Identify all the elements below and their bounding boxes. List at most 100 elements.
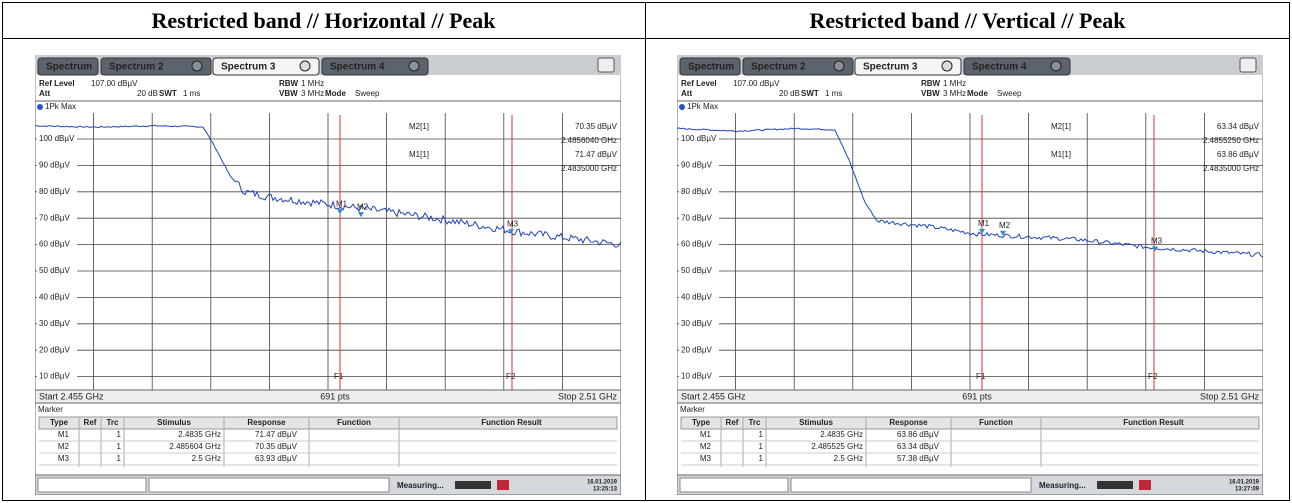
tab[interactable] [679, 57, 741, 76]
marker-label: M1 [978, 219, 990, 228]
y-axis-label: 10 dBµV [39, 372, 71, 381]
table-cell: 2.485525 GHz [811, 442, 863, 451]
table-cell: M1 [700, 430, 712, 439]
label-bg [679, 213, 719, 224]
y-axis-label: 10 dBµV [681, 372, 713, 381]
analyzer-screenshot: Spectrum Spectrum 2 Spectrum 3 Spectrum 4 Re… [35, 55, 621, 495]
marker-info-level: 63.34 dBµV [1217, 122, 1260, 131]
tab[interactable] [854, 57, 962, 76]
marker-info-level: 70.35 dBµV [575, 122, 618, 131]
table-column-header: Trc [106, 418, 119, 427]
trace-dot [37, 104, 43, 110]
setting-value: 3 MHz [301, 89, 324, 98]
marker-symbol [508, 229, 514, 235]
marker-symbol [358, 212, 364, 218]
tab[interactable] [963, 57, 1071, 76]
label-bg [679, 160, 719, 171]
setting-label: RBW [921, 79, 941, 88]
frequency-line-label: F2 [506, 372, 516, 381]
marker-info-freq: 2.4835000 GHz [1203, 164, 1259, 173]
points-label: 691 pts [320, 391, 350, 401]
marker-table [35, 402, 621, 476]
status-field [37, 477, 147, 493]
tab-close [191, 60, 203, 72]
points-label: 691 pts [962, 391, 992, 401]
marker-label: M3 [1151, 237, 1163, 246]
setting-value: 3 MHz [943, 89, 966, 98]
setting-label: Att [39, 89, 50, 98]
marker-table-title: Marker [680, 405, 705, 414]
label-bg [679, 318, 719, 329]
y-axis-label: 60 dBµV [39, 240, 71, 249]
setting-label: RBW [279, 79, 299, 88]
label-bg [679, 345, 719, 356]
setting-label: VBW [279, 89, 298, 98]
tab[interactable] [100, 57, 212, 76]
trace [677, 127, 1263, 258]
menu-icon [1239, 57, 1257, 73]
table-cell: 1 [117, 442, 122, 451]
table-column-header: Ref [726, 418, 739, 427]
marker-symbol [1152, 246, 1158, 252]
label-bg [679, 239, 719, 250]
time: 13:25:13 [593, 487, 618, 493]
y-axis-label: 70 dBµV [681, 213, 713, 222]
marker-label: M3 [507, 219, 519, 228]
marker-info-level: 63.86 dBµV [1217, 150, 1260, 159]
trace-dot [679, 104, 685, 110]
tab[interactable] [212, 57, 320, 76]
tab-close [1050, 60, 1062, 72]
table-cell: 1 [117, 430, 122, 439]
tab-label: Spectrum 3 [221, 62, 276, 73]
table-column-header: Response [247, 418, 286, 427]
label-bg [679, 186, 719, 197]
y-axis-label: 90 dBµV [681, 161, 713, 170]
setting-value: 1 ms [183, 89, 200, 98]
table-cell: 1 [117, 454, 122, 463]
table-cell: 2.5 GHz [192, 454, 221, 463]
table-header [680, 416, 1260, 430]
table-cell: 63.93 dBµV [255, 454, 298, 463]
start-label: Start 2.455 GHz [681, 391, 746, 401]
y-axis-label: 40 dBµV [681, 293, 713, 302]
marker-symbol [1000, 230, 1006, 236]
tab-close [833, 60, 845, 72]
status-indicator [497, 480, 509, 490]
tab-label: Spectrum 2 [751, 62, 806, 73]
y-axis-label: 80 dBµV [681, 187, 713, 196]
table-column-header: Stimulus [157, 418, 191, 427]
label-bg [37, 371, 77, 382]
marker-symbol [337, 209, 343, 215]
table-cell: M3 [58, 454, 70, 463]
table-column-header: Function [979, 418, 1013, 427]
column-header: Restricted band // Vertical // Peak [809, 8, 1126, 33]
label-bg [37, 160, 77, 171]
tab[interactable] [37, 57, 99, 76]
tab-label: Spectrum 4 [330, 62, 385, 73]
status-field [790, 477, 1032, 493]
table-header [38, 416, 618, 430]
table-column-header: Function Result [1123, 418, 1184, 427]
setting-label: Att [681, 89, 692, 98]
setting-value: 1 ms [825, 89, 842, 98]
y-axis-label: 90 dBµV [39, 161, 71, 170]
tab-close [408, 60, 420, 72]
stop-label: Stop 2.51 GHz [558, 391, 618, 401]
setting-label: Ref Level [39, 79, 75, 88]
y-axis-label: 100 dBµV [39, 134, 75, 143]
table-column-header: Stimulus [799, 418, 833, 427]
status-text: Measuring... [397, 481, 444, 490]
tab-label: Spectrum [46, 62, 92, 73]
tab[interactable] [742, 57, 854, 76]
date: 16.01.2019 [587, 480, 618, 486]
frequency-line-label: F2 [1148, 372, 1158, 381]
marker-table-title: Marker [38, 405, 63, 414]
setting-value: 107.00 dBµV [91, 79, 138, 88]
marker-info-freq: 2.4855250 GHz [1203, 136, 1259, 145]
frequency-line-label: F1 [976, 372, 986, 381]
frequency-line-label: F1 [334, 372, 344, 381]
table-cell: 1 [759, 454, 764, 463]
table-column-header: Ref [84, 418, 97, 427]
tab[interactable] [321, 57, 429, 76]
y-axis-label: 70 dBµV [39, 213, 71, 222]
